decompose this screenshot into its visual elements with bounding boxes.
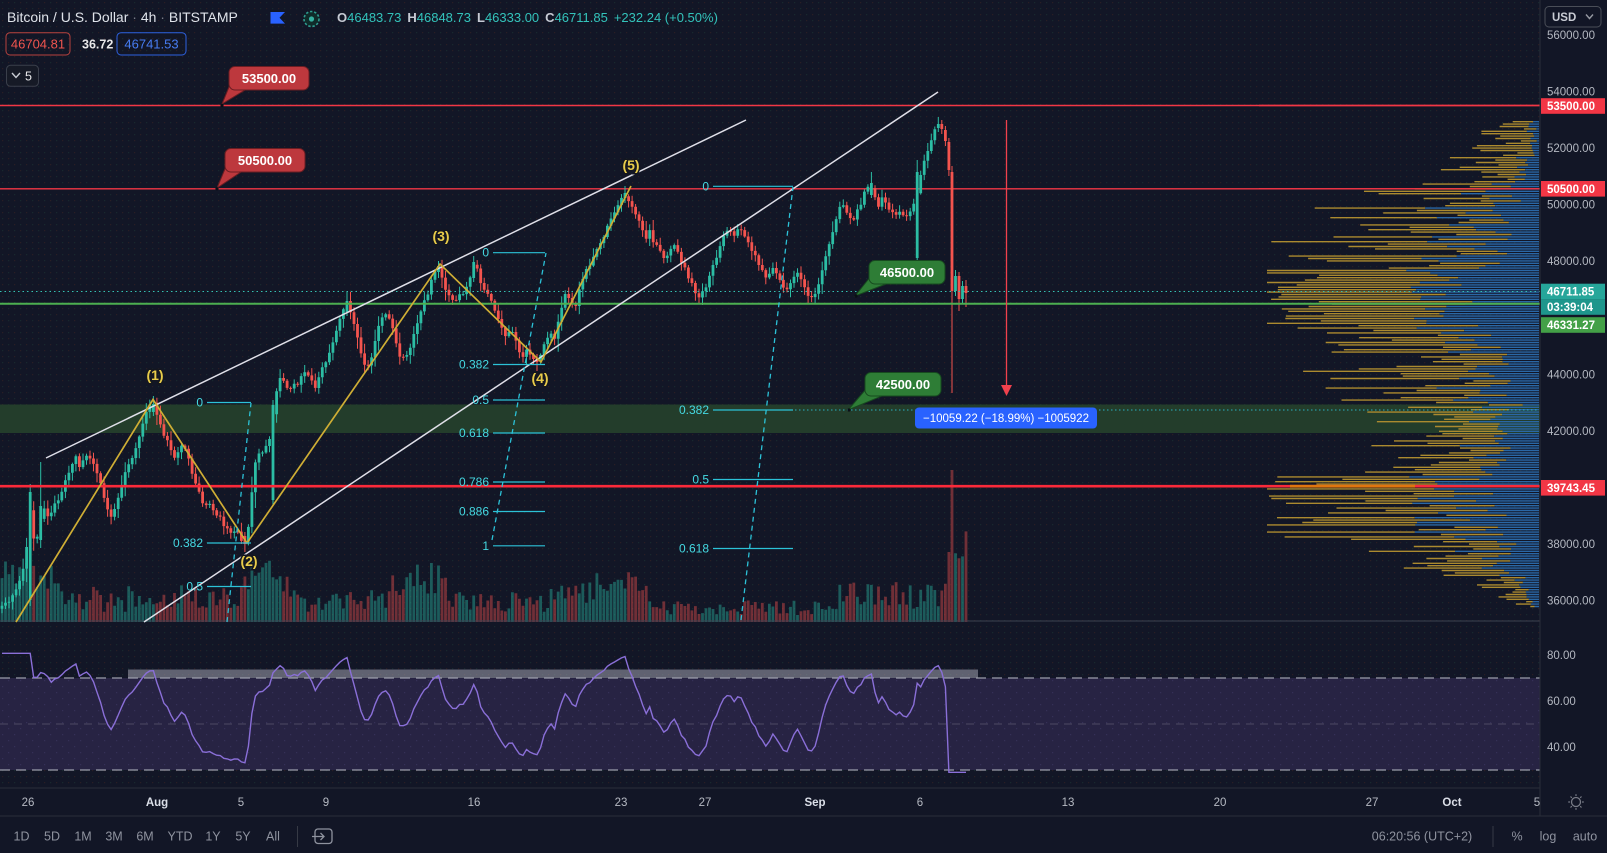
- svg-text:46331.27: 46331.27: [1547, 320, 1595, 332]
- svg-text:0.382: 0.382: [459, 358, 489, 372]
- svg-text:38000.00: 38000.00: [1547, 539, 1595, 551]
- svg-text:3M: 3M: [105, 830, 122, 844]
- svg-text:1D: 1D: [14, 830, 30, 844]
- svg-text:auto: auto: [1573, 830, 1597, 844]
- svg-text:0: 0: [482, 246, 489, 260]
- svg-text:5Y: 5Y: [235, 830, 251, 844]
- svg-text:50000.00: 50000.00: [1547, 200, 1595, 212]
- svg-text:48000.00: 48000.00: [1547, 256, 1595, 268]
- svg-text:0.618: 0.618: [679, 542, 709, 556]
- svg-text:46711.85: 46711.85: [1547, 287, 1595, 299]
- svg-text:All: All: [266, 830, 280, 844]
- svg-text:53500.00: 53500.00: [242, 71, 296, 86]
- svg-text:5: 5: [238, 797, 244, 809]
- svg-text:Oct: Oct: [1442, 797, 1461, 809]
- svg-text:0: 0: [196, 396, 203, 410]
- svg-text:log: log: [1540, 830, 1557, 844]
- svg-text:46500.00: 46500.00: [880, 265, 934, 280]
- svg-text:0.5: 0.5: [692, 473, 709, 487]
- svg-text:50500.00: 50500.00: [238, 153, 292, 168]
- svg-text:5D: 5D: [44, 830, 60, 844]
- svg-text:80.00: 80.00: [1547, 650, 1576, 662]
- svg-text:46704.81: 46704.81: [11, 37, 65, 52]
- svg-text:1Y: 1Y: [205, 830, 221, 844]
- svg-text:%: %: [1511, 830, 1522, 844]
- svg-text:9: 9: [323, 797, 329, 809]
- svg-text:YTD: YTD: [168, 830, 193, 844]
- svg-text:06:20:56 (UTC+2): 06:20:56 (UTC+2): [1372, 830, 1472, 844]
- svg-text:(4): (4): [531, 370, 548, 386]
- svg-text:16: 16: [468, 797, 481, 809]
- svg-text:46741.53: 46741.53: [124, 37, 178, 52]
- svg-text:54000.00: 54000.00: [1547, 87, 1595, 99]
- svg-text:(3): (3): [432, 228, 449, 244]
- svg-text:44000.00: 44000.00: [1547, 370, 1595, 382]
- svg-text:39743.45: 39743.45: [1547, 483, 1596, 495]
- svg-text:Aug: Aug: [146, 797, 168, 809]
- svg-text:60.00: 60.00: [1547, 696, 1576, 708]
- svg-text:−10059.22 (−18.99%) −1005922: −10059.22 (−18.99%) −1005922: [923, 413, 1089, 425]
- svg-text:27: 27: [699, 797, 712, 809]
- svg-text:1M: 1M: [74, 830, 91, 844]
- svg-text:0.786: 0.786: [459, 475, 489, 489]
- svg-text:26: 26: [22, 797, 35, 809]
- svg-text:36.72: 36.72: [82, 38, 113, 52]
- svg-text:(2): (2): [240, 553, 257, 569]
- svg-text:(1): (1): [146, 367, 163, 383]
- svg-text:(5): (5): [622, 157, 639, 173]
- svg-text:52000.00: 52000.00: [1547, 143, 1595, 155]
- svg-text:42000.00: 42000.00: [1547, 426, 1595, 438]
- svg-text:0.5: 0.5: [186, 580, 203, 594]
- svg-text:5: 5: [25, 70, 32, 84]
- svg-text:0.382: 0.382: [679, 403, 709, 417]
- svg-text:53500.00: 53500.00: [1547, 101, 1595, 113]
- svg-text:56000.00: 56000.00: [1547, 30, 1595, 42]
- svg-text:1: 1: [482, 539, 489, 553]
- svg-text:03:39:04: 03:39:04: [1547, 302, 1594, 314]
- svg-text:42500.00: 42500.00: [876, 377, 930, 392]
- svg-text:13: 13: [1062, 797, 1075, 809]
- svg-text:USD: USD: [1552, 12, 1576, 24]
- svg-text:Bitcoin / U.S. Dollar · 4h · B: Bitcoin / U.S. Dollar · 4h · BITSTAMP: [7, 9, 238, 25]
- svg-text:23: 23: [615, 797, 628, 809]
- svg-text:6M: 6M: [136, 830, 153, 844]
- svg-text:50500.00: 50500.00: [1547, 184, 1595, 196]
- svg-text:Sep: Sep: [804, 797, 825, 809]
- svg-text:0.618: 0.618: [459, 426, 489, 440]
- svg-text:20: 20: [1214, 797, 1227, 809]
- svg-text:0.382: 0.382: [173, 536, 203, 550]
- svg-text:40.00: 40.00: [1547, 742, 1576, 754]
- svg-text:27: 27: [1366, 797, 1379, 809]
- svg-text:36000.00: 36000.00: [1547, 596, 1595, 608]
- svg-text:0.5: 0.5: [472, 393, 489, 407]
- svg-text:0.886: 0.886: [459, 505, 489, 519]
- svg-text:5: 5: [1534, 797, 1540, 809]
- svg-text:6: 6: [917, 797, 923, 809]
- svg-text:0: 0: [702, 179, 709, 193]
